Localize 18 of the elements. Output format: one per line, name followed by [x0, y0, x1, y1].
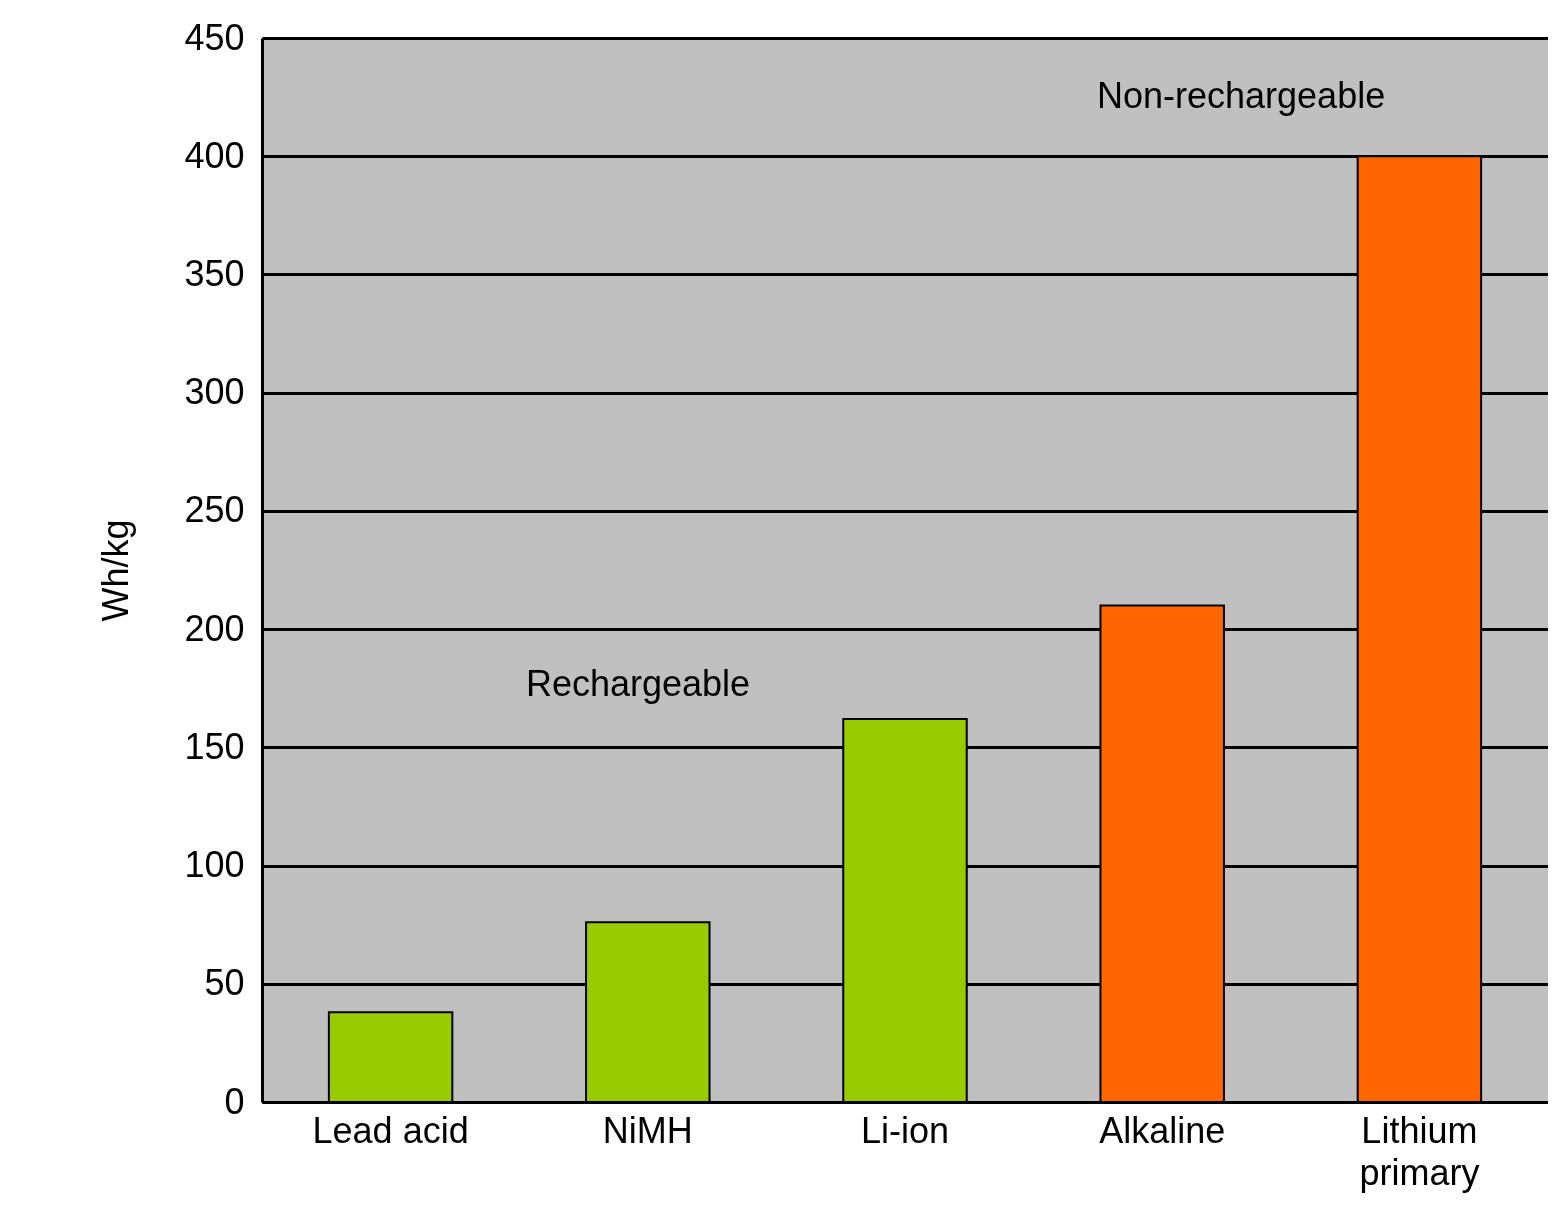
annotation: Rechargeable	[525, 663, 751, 704]
x-tick-label: Li-ion	[860, 1109, 950, 1151]
y-tick-label: 450	[184, 16, 245, 58]
y-tick-label: 250	[184, 489, 245, 531]
y-tick-label: 50	[204, 962, 245, 1004]
y-tick-label: 300	[184, 371, 245, 413]
y-tick-label: 200	[184, 607, 245, 649]
y-tick-label: 0	[224, 1080, 245, 1122]
y-axis-title: Wh/kg	[95, 519, 137, 622]
x-tick-label: NiMH	[602, 1109, 693, 1151]
y-tick-label: 400	[184, 134, 245, 176]
x-tick-label: Alkaline	[1099, 1109, 1226, 1151]
x-tick-label: Lead acid	[312, 1109, 469, 1151]
annotation: Non-rechargeable	[1097, 75, 1386, 116]
y-tick-label: 350	[184, 252, 245, 294]
y-tick-label: 150	[184, 725, 245, 767]
x-tick-label: Lithium primary	[1359, 1109, 1480, 1193]
y-tick-label: 100	[184, 844, 245, 886]
